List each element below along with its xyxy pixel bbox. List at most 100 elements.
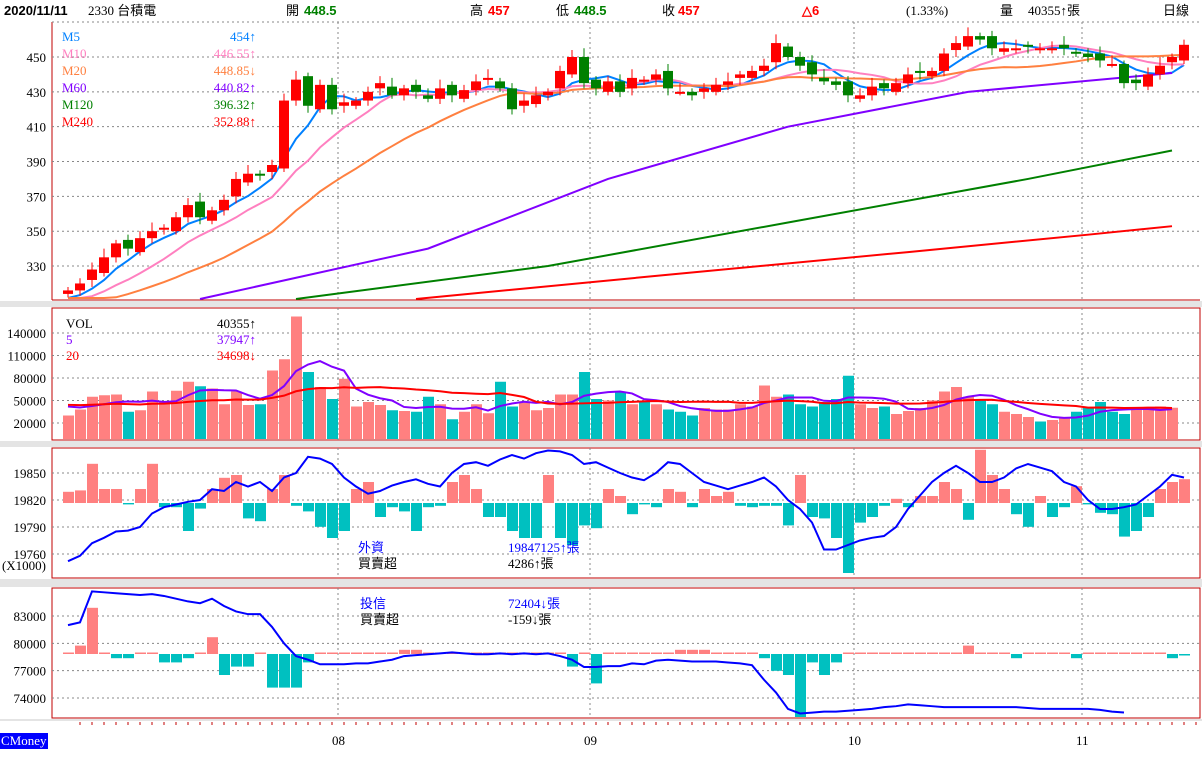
candle-up [999, 48, 1009, 52]
foreign-net-bar [315, 503, 326, 527]
volume-bar [243, 405, 254, 439]
legend-m20-value: 448.85↓ [214, 63, 256, 78]
foreign-total-value: 19847125↑張 [508, 540, 580, 555]
candle-up [1167, 57, 1177, 63]
trust-net-bar [687, 649, 698, 654]
trust-net-bar [291, 654, 302, 688]
trust-net-bar [795, 654, 806, 717]
trust-net-bar [1059, 652, 1070, 654]
candle-up [63, 290, 73, 294]
candle-up [75, 283, 85, 291]
m120-line [295, 149, 1173, 300]
candle-up [291, 79, 301, 101]
month-label: 11 [1076, 733, 1089, 748]
trust-tick: 83000 [14, 609, 47, 624]
trust-net-bar [1167, 654, 1178, 659]
candle-down [1131, 79, 1141, 84]
trust-tick: 74000 [14, 691, 47, 706]
trust-net-bar [915, 652, 926, 654]
candle-up [231, 178, 241, 197]
foreign-net-bar [1179, 479, 1190, 503]
volume-legend-label: VOL [66, 316, 93, 331]
volume-bar [399, 411, 410, 439]
volume-legend-label: 5 [66, 332, 73, 347]
trust-net-bar [939, 652, 950, 654]
trust-net-bar [1083, 652, 1094, 654]
volume-ma20-line [67, 386, 1173, 410]
trust-net-bar [147, 652, 158, 654]
volume-bar [831, 399, 842, 439]
foreign-net-bar [387, 503, 398, 508]
candle-down [795, 57, 805, 66]
candle-up [759, 65, 769, 71]
candle-down [387, 86, 397, 96]
volume-bar [1107, 411, 1118, 439]
trust-net-bar [1107, 652, 1118, 654]
candle-up [531, 95, 541, 105]
foreign-net-bar [459, 475, 470, 503]
trust-net-bar [651, 652, 662, 654]
volume-bar [195, 386, 206, 439]
trust-net-bar [411, 649, 422, 654]
candle-up [603, 81, 613, 92]
volume-bar [75, 409, 86, 439]
indicator-panel [51, 307, 1201, 441]
foreign-net-bar [495, 503, 506, 517]
trust-net-bar [1011, 654, 1022, 659]
candle-down [579, 57, 589, 84]
trust-net-bar [1071, 654, 1082, 659]
month-label: 09 [584, 733, 597, 748]
candle-up [471, 81, 481, 91]
foreign-net-bar [927, 496, 938, 503]
price-tick: 430 [27, 85, 47, 100]
foreign-net-bar [711, 496, 722, 503]
close-label: 收 [662, 3, 675, 18]
candle-up [735, 74, 745, 78]
trust-net-bar [195, 652, 206, 654]
candle-down [687, 91, 697, 96]
trust-total-value: 72404↓張 [508, 596, 560, 611]
candle-down [663, 70, 673, 89]
trust-net-bar [951, 652, 962, 654]
volume-bar [1131, 409, 1142, 439]
candle-up [363, 91, 373, 101]
candle-up [651, 74, 661, 80]
candle-up [699, 88, 709, 92]
trust-net-bar [1047, 652, 1058, 654]
volume-bar [99, 395, 110, 439]
candle-up [519, 100, 529, 106]
volume-bar [867, 408, 878, 439]
volume-bar [111, 394, 122, 439]
foreign-net-bar [423, 503, 434, 508]
foreign-net-bar [123, 503, 134, 505]
trust-net-bar [327, 652, 338, 654]
foreign-net-bar [567, 503, 578, 545]
foreign-net-bar [771, 503, 782, 506]
trust-net-bar [759, 654, 770, 659]
trust-net-bar [1131, 652, 1142, 654]
candle-down [1071, 51, 1081, 54]
trust-net-bar [255, 652, 266, 654]
candle-up [1155, 65, 1165, 75]
trust-net-bar [87, 607, 98, 654]
foreign-sub-label: 買賣超 [358, 556, 397, 571]
low-label: 低 [556, 3, 569, 18]
candle-up [339, 102, 349, 106]
trust-net-bar [843, 652, 854, 654]
volume-bar [363, 402, 374, 439]
volume-bar [315, 387, 326, 439]
candle-down [1083, 53, 1093, 57]
candle-up [1035, 48, 1045, 51]
foreign-net-bar [1059, 503, 1070, 508]
volume-bar [987, 404, 998, 439]
foreign-net-bar [1083, 503, 1094, 505]
open-value: 448.5 [304, 3, 337, 18]
candle-down [843, 81, 853, 96]
foreign-net-bar [399, 503, 410, 512]
candle-down [423, 95, 433, 99]
foreign-net-bar [579, 503, 590, 526]
candle-down [411, 84, 421, 92]
legend-m120: M120 [62, 97, 93, 112]
